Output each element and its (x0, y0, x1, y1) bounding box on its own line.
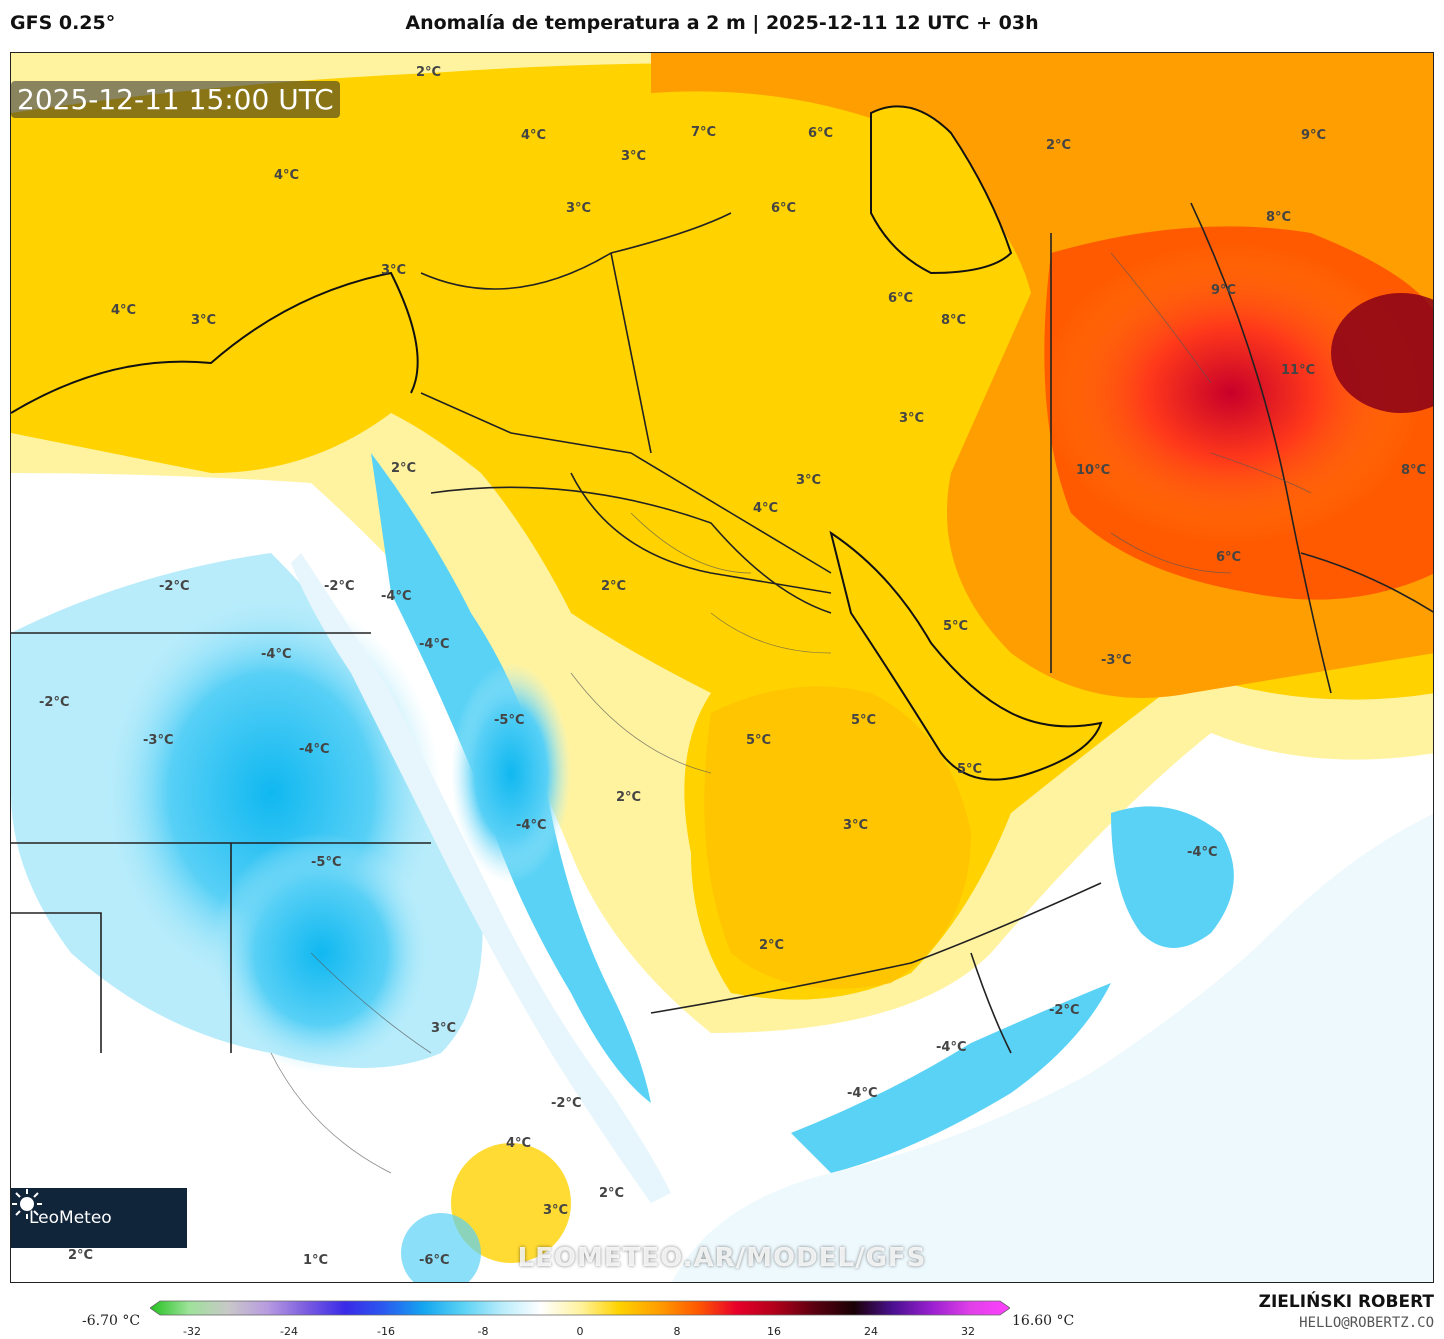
site-watermark: LEOMETEO.AR/MODEL/GFS (517, 1243, 927, 1273)
map-title: Anomalía de temperatura a 2 m | 2025-12-… (405, 12, 1039, 34)
isotherm-label: 7°C (691, 125, 717, 140)
cold-field-yemen-oman (791, 983, 1111, 1173)
colorbar-tick-label: -24 (280, 1325, 298, 1338)
isotherm-label: 4°C (753, 501, 779, 516)
author-email: HELLO@ROBERTZ.CO (1299, 1315, 1434, 1331)
isotherm-label: -6°C (419, 1253, 450, 1268)
isotherm-label: 3°C (566, 201, 592, 216)
colorbar-min-label: -6.70 °C (82, 1313, 141, 1329)
isotherm-label: -4°C (1187, 845, 1218, 860)
isotherm-label: 6°C (888, 291, 914, 306)
valid-time: 2025-12-11 15:00 UTC (11, 81, 340, 118)
isotherm-label: 5°C (851, 713, 877, 728)
isotherm-label: 3°C (796, 473, 822, 488)
isotherm-label: -3°C (1101, 653, 1132, 668)
isotherm-label: 8°C (941, 313, 967, 328)
persian-gulf (829, 530, 1103, 781)
country-borders (11, 202, 1433, 1054)
colorbar-tick-label: 16 (767, 1325, 781, 1338)
isotherm-label: 5°C (957, 762, 983, 777)
isotherm-label: 6°C (771, 201, 797, 216)
leometeo-logo[interactable]: LeoMeteo (11, 1188, 187, 1248)
isotherm-label: -5°C (494, 713, 525, 728)
isotherm-label: -5°C (311, 855, 342, 870)
isotherm-label: 4°C (111, 303, 137, 318)
isotherm-label: -2°C (551, 1096, 582, 1111)
isotherm-label: 2°C (599, 1186, 625, 1201)
isotherm-label: 9°C (1301, 128, 1327, 143)
temperature-anomaly-map (11, 53, 1433, 1282)
isotherm-label: -4°C (516, 818, 547, 833)
colorbar-tick-label: 24 (864, 1325, 878, 1338)
red-sea (291, 553, 671, 1203)
isotherm-label: 4°C (521, 128, 547, 143)
isotherm-label: 5°C (943, 619, 969, 634)
colorbar-max-label: 16.60 °C (1012, 1313, 1075, 1329)
isotherm-label: 6°C (1216, 550, 1242, 565)
isotherm-label: 3°C (381, 263, 407, 278)
caspian-sea (870, 105, 1013, 275)
isotherm-label: 5°C (746, 733, 772, 748)
colorbar-tick-label: -32 (183, 1325, 201, 1338)
isotherm-label: 3°C (621, 149, 647, 164)
province-lines (270, 252, 1312, 1174)
isotherm-label: -2°C (324, 579, 355, 594)
isotherm-label: 2°C (601, 579, 627, 594)
isotherm-label: 3°C (843, 818, 869, 833)
isotherm-label: 8°C (1266, 210, 1292, 225)
model-name: GFS 0.25° (10, 12, 116, 34)
isotherm-label: 2°C (68, 1248, 94, 1263)
author-name: ZIELIŃSKI ROBERT (1258, 1292, 1434, 1312)
isotherm-label: -4°C (299, 742, 330, 757)
isotherm-label: 4°C (506, 1136, 532, 1151)
colorbar-tick-label: 8 (673, 1325, 681, 1338)
isotherm-label: 3°C (431, 1021, 457, 1036)
isotherm-label: 11°C (1281, 363, 1316, 378)
map-frame[interactable]: 2025-12-11 15:00 UTC 2°C 4°C 4°C 3°C 3°C 3°C 4… (10, 52, 1434, 1283)
isotherm-label: -2°C (1049, 1003, 1080, 1018)
isotherm-label: 2°C (391, 461, 417, 476)
isotherm-label: 3°C (191, 313, 217, 328)
isotherm-label: 10°C (1076, 463, 1111, 478)
isotherm-label: 2°C (616, 790, 642, 805)
isotherm-label: -4°C (419, 637, 450, 652)
isotherm-label: 4°C (274, 168, 300, 183)
colorbar-tick-label: -8 (477, 1325, 489, 1338)
isotherm-label: -4°C (381, 589, 412, 604)
colorbar-tick-label: 0 (576, 1325, 584, 1338)
isotherm-label: -4°C (847, 1086, 878, 1101)
colorbar (150, 1300, 1010, 1316)
logo-text: LeoMeteo (29, 1208, 112, 1228)
mediterranean-coast (11, 271, 419, 414)
isotherm-label: -2°C (39, 695, 70, 710)
isotherm-label: 6°C (808, 126, 834, 141)
isotherm-label: -4°C (936, 1040, 967, 1055)
colorbar-tick-label: 32 (961, 1325, 975, 1338)
isotherm-label: 2°C (416, 65, 442, 80)
isotherm-label: 3°C (543, 1203, 569, 1218)
arabian-sea (672, 813, 1433, 1282)
isotherm-label: 1°C (303, 1253, 329, 1268)
isotherm-label: 9°C (1211, 283, 1237, 298)
isotherm-label: 3°C (899, 411, 925, 426)
isotherm-label: 2°C (759, 938, 785, 953)
isotherm-label: 2°C (1046, 138, 1072, 153)
isotherm-label: -2°C (159, 579, 190, 594)
sun-icon (12, 1189, 42, 1219)
colorbar-tick-label: -16 (377, 1325, 395, 1338)
isotherm-label: -3°C (143, 733, 174, 748)
isotherm-label: 8°C (1401, 463, 1427, 478)
isotherm-label: -4°C (261, 647, 292, 662)
